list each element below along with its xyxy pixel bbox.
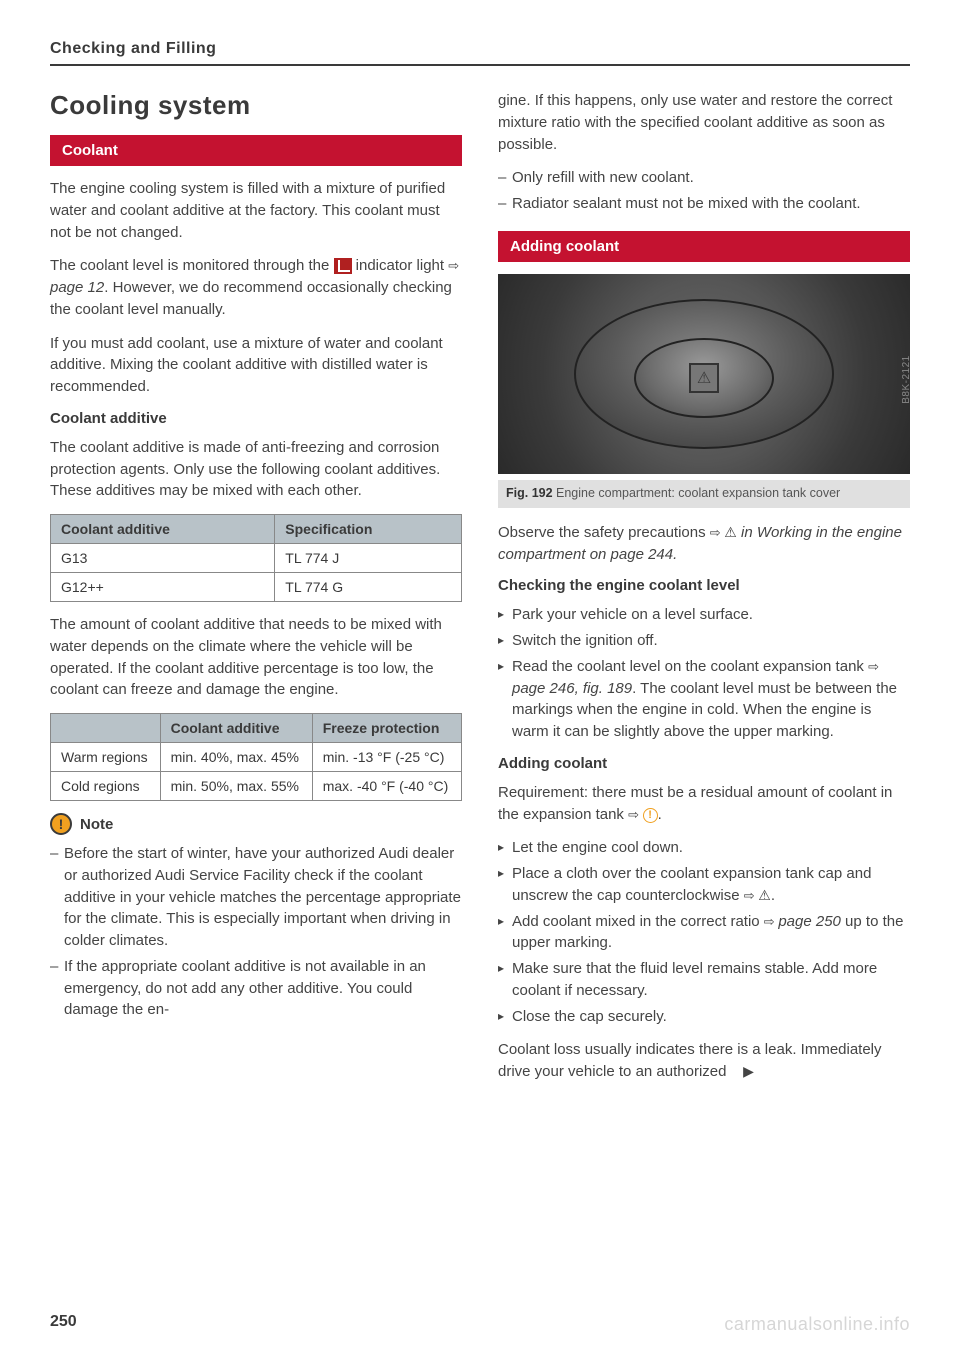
text: The coolant level is monitored through t…: [50, 257, 334, 274]
table-header: Specification: [275, 515, 462, 544]
table-row: Warm regions min. 40%, max. 45% min. -13…: [51, 743, 462, 772]
subheading: Checking the engine coolant level: [498, 577, 910, 594]
table-cell: Warm regions: [51, 743, 161, 772]
paragraph: The amount of coolant additive that need…: [50, 614, 462, 701]
link-arrow-icon: ⇨: [764, 914, 779, 929]
text: Coolant loss usually indicates there is …: [498, 1041, 882, 1080]
subheading: Adding coolant: [498, 755, 910, 772]
list-item: If the appropriate coolant additive is n…: [64, 956, 462, 1021]
right-column: gine. If this happens, only use water an…: [498, 90, 910, 1083]
note-list: Before the start of winter, have your au…: [50, 843, 462, 1021]
list-item: Add coolant mixed in the correct ratio ⇨…: [512, 911, 910, 955]
page-ref: page 246, fig. 189: [512, 680, 632, 697]
table-cell: Cold regions: [51, 772, 161, 801]
link-arrow-icon: ⇨: [710, 525, 725, 540]
list-item: Only refill with new coolant.: [512, 167, 910, 189]
coolant-cap-symbol: ⚠: [689, 363, 719, 393]
figure-number: Fig. 192: [506, 486, 553, 500]
info-circle-icon: !: [643, 808, 658, 823]
figure-caption: Fig. 192 Engine compartment: coolant exp…: [498, 480, 910, 508]
note-icon: !: [50, 813, 72, 835]
table-row: G12++ TL 774 G: [51, 573, 462, 602]
subheading: Coolant additive: [50, 410, 462, 427]
text: Add coolant mixed in the correct ratio: [512, 913, 764, 930]
dash-list: Only refill with new coolant. Radiator s…: [498, 167, 910, 215]
text: Observe the safety precautions: [498, 524, 710, 541]
freeze-protection-table: Coolant additive Freeze protection Warm …: [50, 713, 462, 801]
list-item: Before the start of winter, have your au…: [64, 843, 462, 952]
paragraph: Requirement: there must be a residual am…: [498, 782, 910, 826]
table-row: G13 TL 774 J: [51, 544, 462, 573]
link-arrow-icon: ⇨: [744, 888, 759, 903]
subsection-coolant: Coolant: [50, 135, 462, 166]
figure-image: ⚠ B8K-2121: [498, 274, 910, 474]
note-header: ! Note: [50, 813, 462, 835]
warning-triangle-icon: ⚠: [724, 522, 737, 542]
procedure-list: Park your vehicle on a level surface. Sw…: [498, 604, 910, 743]
table-header: Freeze protection: [312, 714, 461, 743]
table-cell: TL 774 J: [275, 544, 462, 573]
table-header: [51, 714, 161, 743]
figure-text: Engine compartment: coolant expansion ta…: [553, 486, 841, 500]
link-arrow-icon: ⇨: [448, 258, 459, 273]
table-cell: min. 50%, max. 55%: [160, 772, 312, 801]
coolant-additive-table: Coolant additive Specification G13 TL 77…: [50, 514, 462, 602]
text: Requirement: there must be a residual am…: [498, 784, 892, 823]
table-cell: TL 774 G: [275, 573, 462, 602]
text: . However, we do recommend occasionally …: [50, 279, 452, 318]
continue-arrow-icon: ▶: [743, 1063, 754, 1079]
text: Read the coolant level on the coolant ex…: [512, 658, 868, 675]
list-item: Read the coolant level on the coolant ex…: [512, 656, 910, 743]
list-item: Make sure that the fluid level remains s…: [512, 958, 910, 1002]
list-item: Let the engine cool down.: [512, 837, 910, 859]
table-cell: min. 40%, max. 45%: [160, 743, 312, 772]
procedure-list: Let the engine cool down. Place a cloth …: [498, 837, 910, 1027]
table-cell: G13: [51, 544, 275, 573]
table-header: Coolant additive: [160, 714, 312, 743]
link-arrow-icon: ⇨: [868, 659, 879, 674]
list-item: Park your vehicle on a level surface.: [512, 604, 910, 626]
page-ref: page 250: [778, 913, 841, 930]
page-ref: page 12: [50, 279, 104, 296]
list-item: Place a cloth over the coolant expansion…: [512, 863, 910, 907]
table-cell: G12++: [51, 573, 275, 602]
table-cell: max. -40 °F (-40 °C): [312, 772, 461, 801]
watermark: carmanualsonline.info: [724, 1314, 910, 1335]
paragraph: The coolant level is monitored through t…: [50, 255, 462, 320]
two-column-layout: Cooling system Coolant The engine coolin…: [50, 90, 910, 1083]
page-number: 250: [50, 1313, 77, 1331]
left-column: Cooling system Coolant The engine coolin…: [50, 90, 462, 1083]
warning-triangle-icon: ⚠: [758, 885, 771, 905]
paragraph: If you must add coolant, use a mixture o…: [50, 333, 462, 398]
list-item: Close the cap securely.: [512, 1006, 910, 1028]
table-cell: min. -13 °F (-25 °C): [312, 743, 461, 772]
table-row: Cold regions min. 50%, max. 55% max. -40…: [51, 772, 462, 801]
text: Place a cloth over the coolant expansion…: [512, 865, 871, 904]
paragraph: The coolant additive is made of anti-fre…: [50, 437, 462, 502]
paragraph: The engine cooling system is filled with…: [50, 178, 462, 243]
section-title: Cooling system: [50, 90, 462, 121]
paragraph: gine. If this happens, only use water an…: [498, 90, 910, 155]
list-item: Switch the ignition off.: [512, 630, 910, 652]
link-arrow-icon: ⇨: [628, 807, 643, 822]
coolant-cap-inner: ⚠: [634, 338, 774, 418]
figure-code: B8K-2121: [901, 355, 911, 403]
page-header: Checking and Filling: [50, 40, 910, 66]
subsection-adding-coolant: Adding coolant: [498, 231, 910, 262]
note-box: ! Note Before the start of winter, have …: [50, 813, 462, 1021]
list-item: Radiator sealant must not be mixed with …: [512, 193, 910, 215]
note-title: Note: [80, 816, 113, 833]
paragraph: Observe the safety precautions ⇨ ⚠ in Wo…: [498, 522, 910, 566]
text: indicator light: [352, 257, 449, 274]
figure-box: ⚠ B8K-2121: [498, 274, 910, 474]
table-header: Coolant additive: [51, 515, 275, 544]
coolant-warning-icon: [334, 258, 352, 274]
paragraph: Coolant loss usually indicates there is …: [498, 1039, 910, 1083]
